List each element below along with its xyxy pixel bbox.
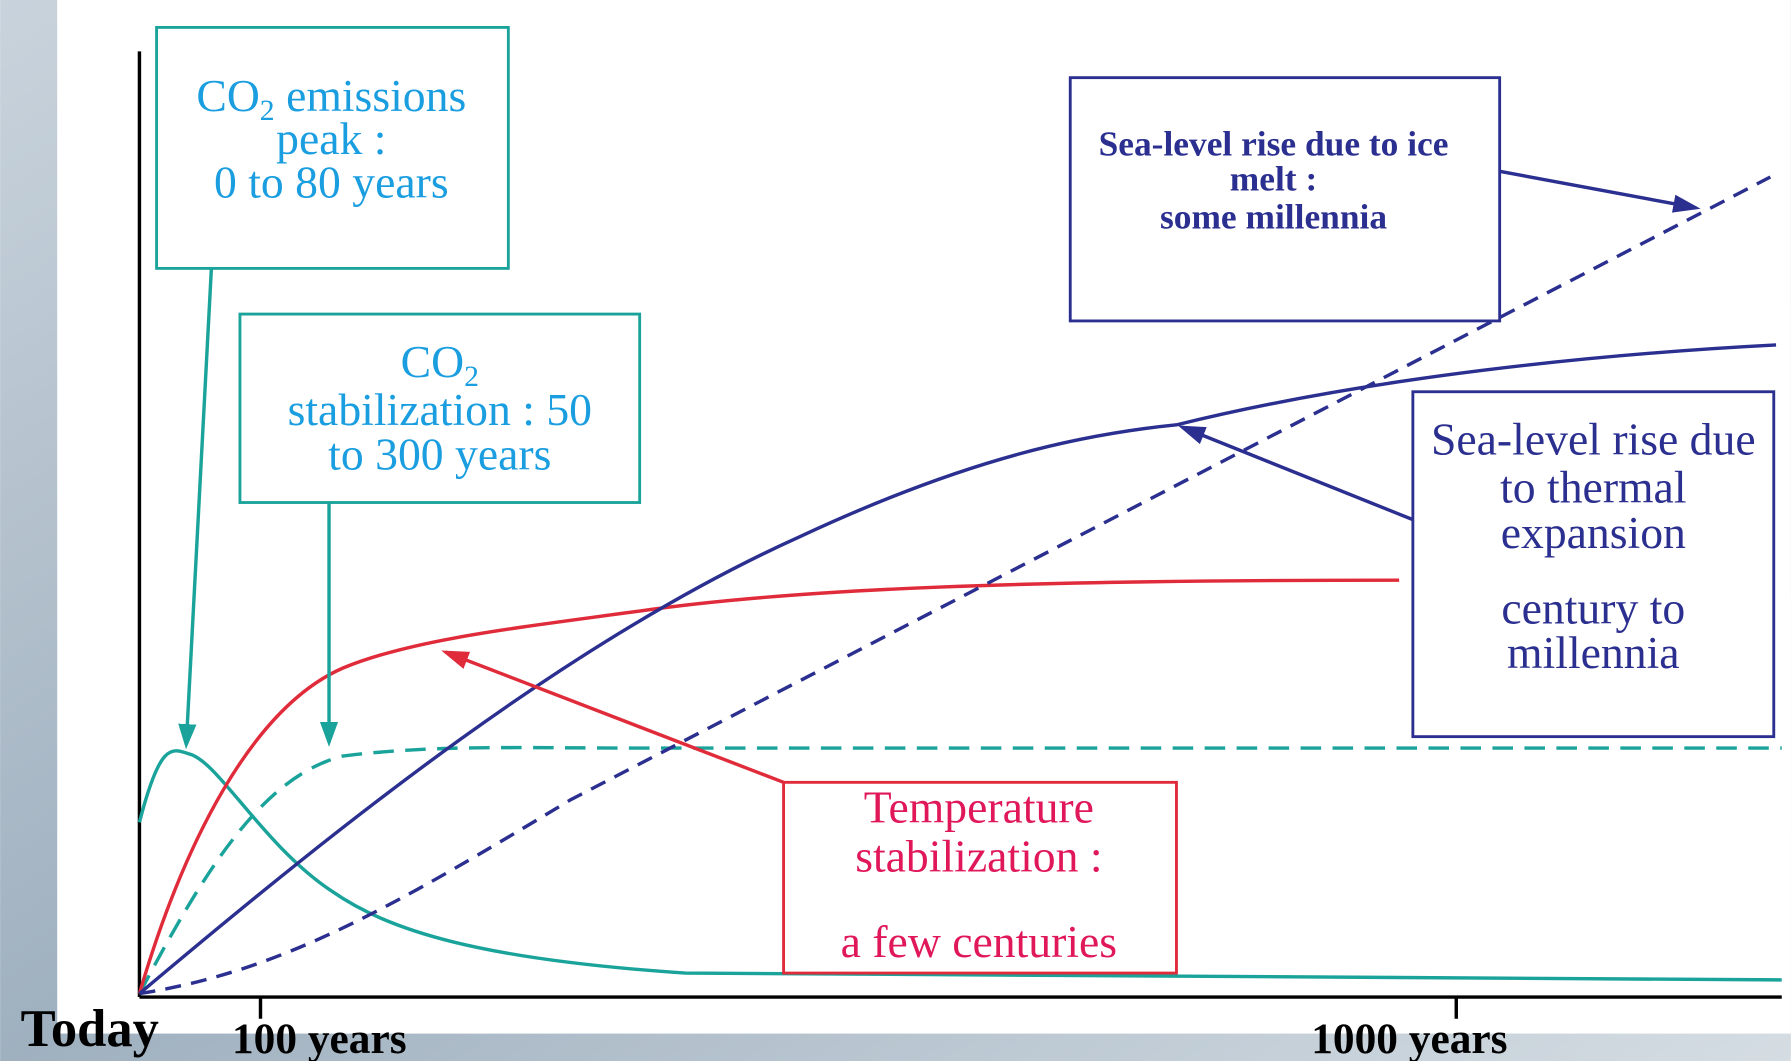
label-line: a few centuries (841, 916, 1117, 967)
label-line: 0 to 80 years (214, 157, 449, 208)
label-line: Sea-level rise due to ice (1099, 123, 1449, 163)
axis-label: 100 years (232, 1015, 407, 1061)
label-line: to thermal (1500, 462, 1686, 513)
label-line: to 300 years (328, 428, 551, 479)
label-subscript: 2 (260, 95, 275, 127)
label-line: Sea-level rise due (1431, 414, 1756, 465)
label-line: stabilization : (855, 830, 1102, 881)
label-line: expansion (1501, 507, 1686, 558)
page: CO2 emissions peak : 0 to 80 years CO2 s… (0, 0, 1791, 1061)
label-text: CO (401, 336, 464, 387)
label-line: melt : (1230, 159, 1317, 199)
label-line: some millennia (1160, 196, 1387, 236)
label-line: century to (1501, 583, 1685, 634)
axis-label: 1000 years (1311, 1015, 1507, 1061)
temperature-label: Temperature stabilization : a few centur… (841, 781, 1117, 967)
label-line: stabilization : 50 (288, 384, 592, 435)
label-line: Temperature (864, 781, 1094, 832)
label-line: millennia (1507, 627, 1680, 678)
label-text: CO (196, 70, 259, 121)
axis-label: Today (21, 1000, 159, 1058)
diagram: CO2 emissions peak : 0 to 80 years CO2 s… (0, 0, 1791, 1061)
